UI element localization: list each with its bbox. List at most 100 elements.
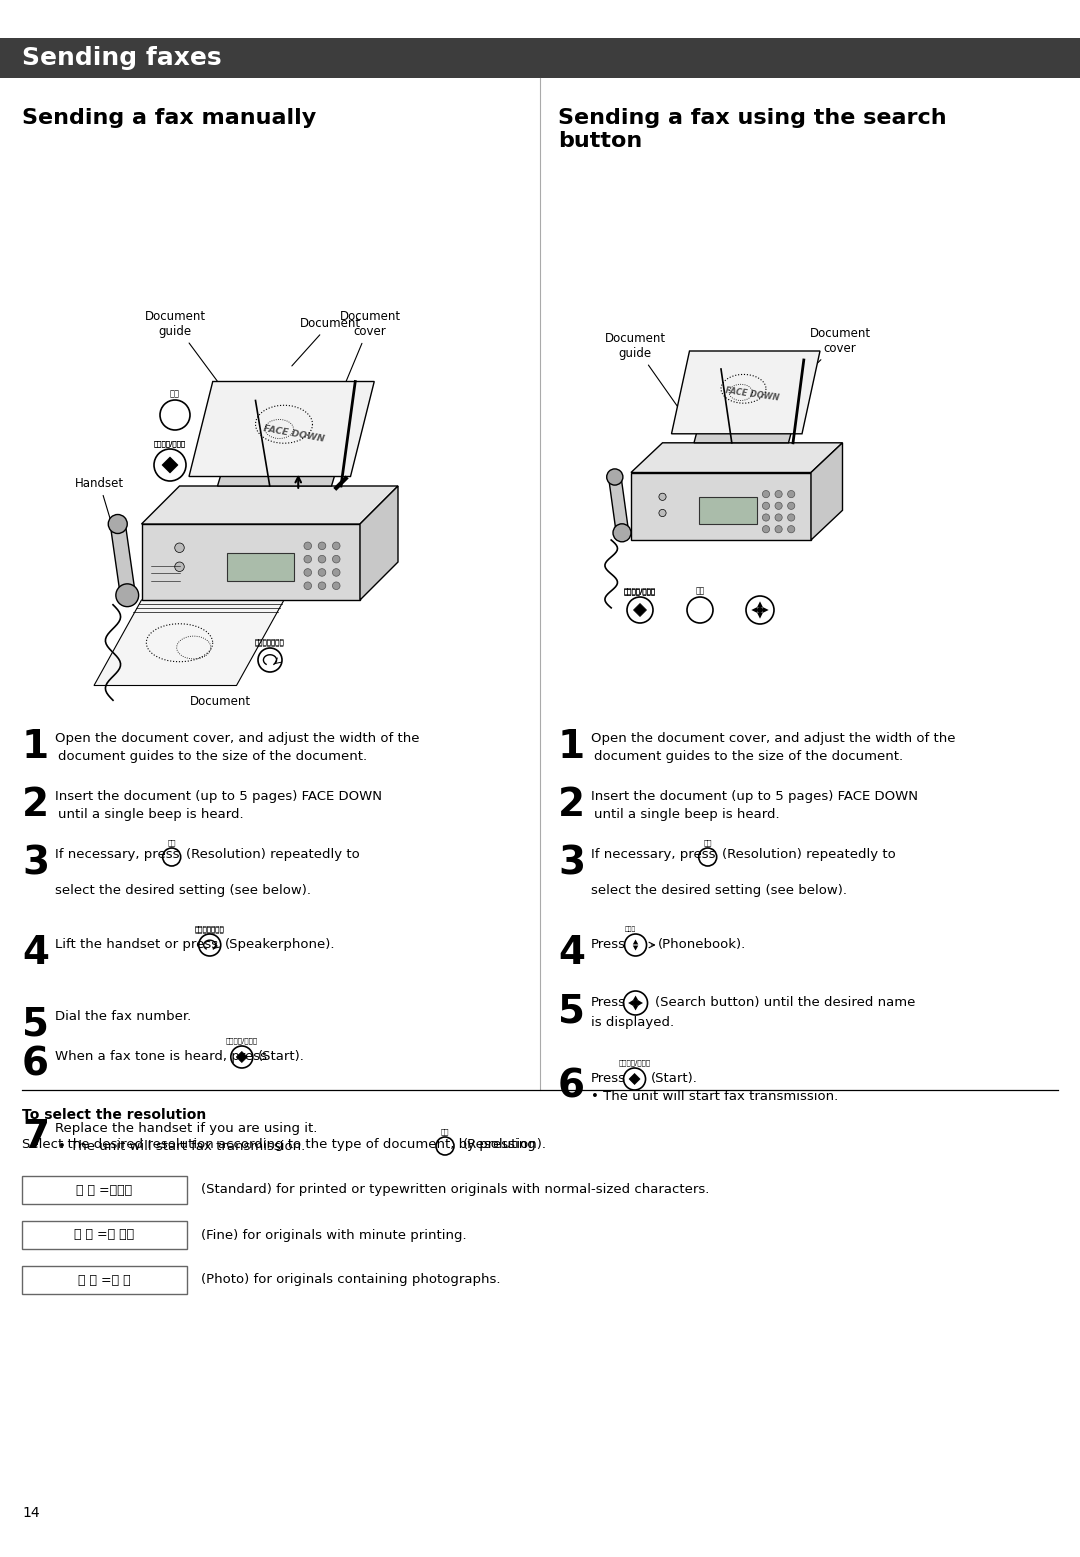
Polygon shape: [608, 476, 629, 529]
Text: (Resolution) repeatedly to: (Resolution) repeatedly to: [186, 849, 360, 861]
Polygon shape: [217, 391, 360, 486]
Text: スタート/コピー: スタート/コピー: [154, 441, 186, 447]
Text: • The unit will start fax transmission.: • The unit will start fax transmission.: [58, 1140, 306, 1154]
Text: (Fine) for originals with minute printing.: (Fine) for originals with minute printin…: [201, 1228, 467, 1241]
Text: 7: 7: [22, 1118, 49, 1155]
Text: Insert the document (up to 5 pages) FACE DOWN: Insert the document (up to 5 pages) FACE…: [591, 789, 918, 803]
Text: Press: Press: [591, 937, 626, 951]
Text: 画質: 画質: [703, 839, 712, 845]
Polygon shape: [629, 1073, 640, 1085]
Polygon shape: [227, 553, 294, 581]
Text: (Resolution) repeatedly to: (Resolution) repeatedly to: [721, 849, 895, 861]
Text: Sending faxes: Sending faxes: [22, 47, 221, 70]
Text: 電話帳: 電話帳: [625, 926, 636, 933]
Text: 2: 2: [22, 786, 49, 824]
Text: Document: Document: [189, 694, 251, 708]
Text: is displayed.: is displayed.: [591, 1017, 674, 1029]
Text: FACE DOWN: FACE DOWN: [725, 386, 780, 402]
Text: スタート/コピー: スタート/コピー: [619, 1059, 650, 1067]
Polygon shape: [633, 995, 638, 1001]
Polygon shape: [633, 945, 638, 950]
Polygon shape: [633, 939, 638, 945]
Text: 画質: 画質: [441, 1129, 449, 1135]
Text: スタート/コピー: スタート/コピー: [154, 441, 186, 447]
Polygon shape: [762, 607, 769, 613]
Text: (Speakerphone).: (Speakerphone).: [225, 937, 335, 951]
Text: 14: 14: [22, 1506, 40, 1520]
Text: スタート/コピー: スタート/コピー: [624, 589, 656, 595]
Circle shape: [757, 607, 762, 613]
Polygon shape: [757, 601, 762, 607]
Text: Document
guide: Document guide: [605, 332, 678, 408]
Circle shape: [319, 568, 326, 576]
Text: 画質: 画質: [167, 839, 176, 845]
Circle shape: [303, 582, 311, 590]
Text: Sending a fax manually: Sending a fax manually: [22, 107, 316, 128]
Circle shape: [787, 514, 795, 522]
Circle shape: [108, 514, 127, 534]
Text: 1: 1: [22, 729, 49, 766]
Text: スピーカーホン: スピーカーホン: [255, 638, 285, 645]
Text: 4: 4: [558, 934, 585, 972]
Circle shape: [775, 526, 782, 532]
Text: Document
cover: Document cover: [332, 310, 401, 417]
Circle shape: [787, 526, 795, 532]
Polygon shape: [162, 458, 178, 473]
Text: Sending a fax using the search
button: Sending a fax using the search button: [558, 107, 947, 151]
Text: Document
guide: Document guide: [145, 310, 233, 403]
Circle shape: [659, 509, 666, 517]
Circle shape: [175, 562, 185, 571]
Text: • The unit will start fax transmission.: • The unit will start fax transmission.: [591, 1090, 838, 1102]
Text: (Phonebook).: (Phonebook).: [658, 937, 746, 951]
Bar: [22, 1266, 187, 1294]
Text: (Start).: (Start).: [650, 1073, 698, 1085]
Circle shape: [762, 526, 770, 532]
Text: 画 質 =小 さい: 画 質 =小 さい: [75, 1228, 135, 1241]
Text: document guides to the size of the document.: document guides to the size of the docum…: [594, 750, 903, 763]
Polygon shape: [631, 442, 842, 472]
Circle shape: [762, 490, 770, 498]
Bar: [0, 37, 1080, 78]
Circle shape: [659, 494, 666, 500]
Text: 画質: 画質: [696, 585, 704, 595]
Polygon shape: [141, 486, 399, 525]
Circle shape: [775, 503, 782, 509]
Circle shape: [333, 568, 340, 576]
Polygon shape: [752, 607, 757, 613]
Bar: [22, 1221, 187, 1249]
Circle shape: [319, 542, 326, 550]
Circle shape: [613, 523, 631, 542]
Text: 6: 6: [22, 1046, 49, 1084]
Circle shape: [775, 490, 782, 498]
Text: (Start).: (Start).: [258, 1049, 305, 1063]
Circle shape: [762, 503, 770, 509]
Circle shape: [787, 503, 795, 509]
Text: 3: 3: [22, 844, 49, 881]
Text: 3: 3: [558, 844, 585, 881]
Text: Document
cover: Document cover: [792, 327, 870, 388]
Circle shape: [775, 514, 782, 522]
Polygon shape: [94, 599, 284, 685]
Circle shape: [303, 556, 311, 564]
Text: Press: Press: [591, 1073, 626, 1085]
Text: 2: 2: [558, 786, 585, 824]
Text: Replace the handset if you are using it.: Replace the handset if you are using it.: [55, 1123, 318, 1135]
Text: スタート/コピー: スタート/コピー: [624, 587, 656, 595]
Text: スピーカーホン: スピーカーホン: [194, 925, 225, 933]
Text: (Photo) for originals containing photographs.: (Photo) for originals containing photogr…: [201, 1274, 500, 1286]
Text: Open the document cover, and adjust the width of the: Open the document cover, and adjust the …: [591, 732, 956, 744]
Circle shape: [116, 584, 138, 607]
Text: FACE DOWN: FACE DOWN: [262, 424, 325, 444]
Polygon shape: [141, 525, 360, 599]
Text: 画 質 =写 真: 画 質 =写 真: [78, 1274, 131, 1286]
Text: (Search button) until the desired name: (Search button) until the desired name: [654, 996, 915, 1009]
Circle shape: [787, 490, 795, 498]
Text: スピーカーホン: スピーカーホン: [194, 926, 225, 933]
Polygon shape: [360, 486, 399, 599]
Polygon shape: [672, 350, 820, 434]
Circle shape: [607, 469, 623, 486]
Circle shape: [175, 543, 185, 553]
Text: 6: 6: [558, 1068, 585, 1105]
Text: select the desired setting (see below).: select the desired setting (see below).: [55, 884, 311, 897]
Text: select the desired setting (see below).: select the desired setting (see below).: [591, 884, 847, 897]
